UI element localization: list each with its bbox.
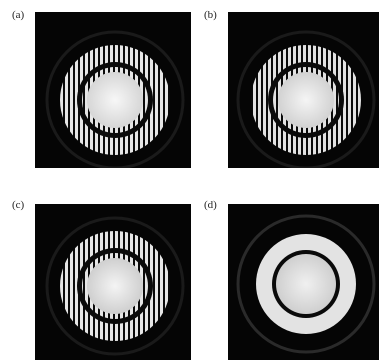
panel-b-label: (b): [204, 9, 217, 21]
panel-b-image: [228, 12, 379, 168]
panel-a-image: [35, 12, 191, 168]
panel-a-label: (a): [12, 9, 25, 21]
panel-c-label: (c): [12, 199, 25, 211]
panel-c-image: [35, 204, 191, 360]
panel-d-image: [228, 204, 379, 360]
panel-d-label: (d): [204, 199, 217, 211]
